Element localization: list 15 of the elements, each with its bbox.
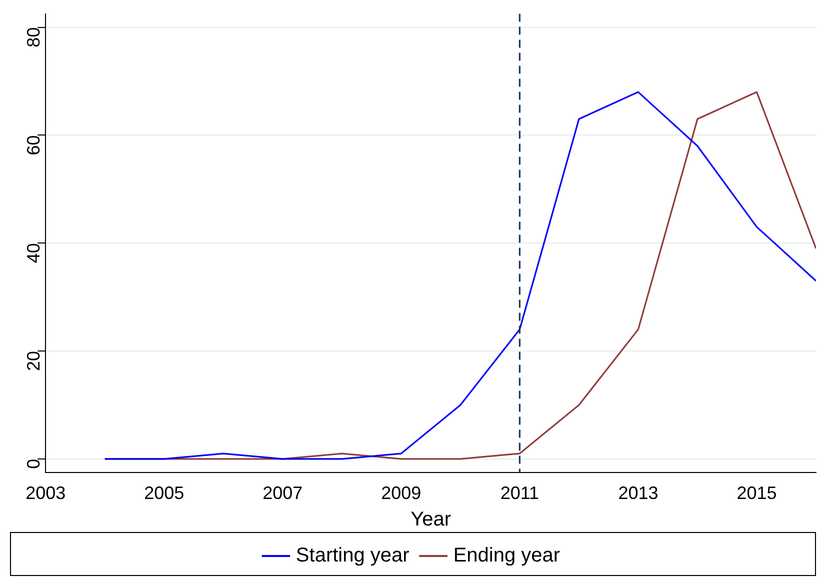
x-tick-label: 2003 (26, 483, 66, 504)
y-tick-label: 0 (24, 458, 44, 469)
x-tick-label: 2011 (500, 483, 540, 504)
x-tick-label: 2013 (618, 483, 658, 504)
legend-label: Ending year (453, 544, 560, 567)
x-tick-label: 2007 (262, 483, 303, 504)
legend-label: Starting year (296, 544, 410, 567)
x-tick-label: 2015 (736, 483, 777, 504)
x-tick-label: 2009 (381, 483, 422, 504)
y-tick-label: 20 (24, 351, 44, 372)
y-tick-label: 40 (24, 243, 44, 264)
x-axis-title: Year (410, 508, 452, 531)
x-tick-label: 2005 (144, 483, 184, 504)
y-tick-label: 60 (24, 135, 44, 156)
y-tick-label: 80 (24, 27, 44, 48)
